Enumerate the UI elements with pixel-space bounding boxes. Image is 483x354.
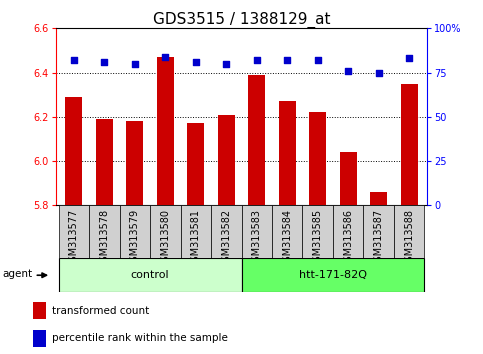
- Text: GSM313586: GSM313586: [343, 209, 353, 268]
- Bar: [33, 302, 46, 319]
- Text: GSM313585: GSM313585: [313, 209, 323, 268]
- Text: GSM313577: GSM313577: [69, 209, 79, 268]
- Text: GSM313580: GSM313580: [160, 209, 170, 268]
- Text: GSM313578: GSM313578: [99, 209, 109, 268]
- Text: GSM313584: GSM313584: [282, 209, 292, 268]
- Point: [375, 70, 383, 75]
- Point: [131, 61, 139, 67]
- Bar: [150, 205, 181, 258]
- Point: [344, 68, 352, 74]
- Bar: [96, 119, 113, 205]
- Bar: [279, 101, 296, 205]
- Bar: [333, 205, 363, 258]
- Text: agent: agent: [3, 269, 33, 279]
- Bar: [302, 205, 333, 258]
- Point: [222, 61, 230, 67]
- Text: htt-171-82Q: htt-171-82Q: [299, 270, 367, 280]
- Text: control: control: [131, 270, 170, 280]
- Bar: [211, 205, 242, 258]
- Text: GSM313588: GSM313588: [404, 209, 414, 268]
- Point: [161, 54, 169, 59]
- Title: GDS3515 / 1388129_at: GDS3515 / 1388129_at: [153, 12, 330, 28]
- Bar: [340, 152, 356, 205]
- Bar: [187, 124, 204, 205]
- Bar: [394, 205, 425, 258]
- Bar: [309, 113, 326, 205]
- Bar: [58, 258, 242, 292]
- Point: [284, 57, 291, 63]
- Bar: [248, 75, 265, 205]
- Bar: [66, 97, 82, 205]
- Bar: [157, 57, 174, 205]
- Point: [314, 57, 322, 63]
- Point: [100, 59, 108, 65]
- Bar: [242, 258, 425, 292]
- Text: GSM313581: GSM313581: [191, 209, 201, 268]
- Text: GSM313587: GSM313587: [374, 209, 384, 268]
- Text: GSM313579: GSM313579: [130, 209, 140, 268]
- Bar: [242, 205, 272, 258]
- Point: [253, 57, 261, 63]
- Bar: [127, 121, 143, 205]
- Bar: [58, 205, 89, 258]
- Bar: [33, 330, 46, 347]
- Bar: [272, 205, 302, 258]
- Text: GSM313582: GSM313582: [221, 209, 231, 268]
- Bar: [120, 205, 150, 258]
- Bar: [363, 205, 394, 258]
- Point: [70, 57, 78, 63]
- Bar: [89, 205, 120, 258]
- Bar: [370, 192, 387, 205]
- Text: percentile rank within the sample: percentile rank within the sample: [53, 333, 228, 343]
- Text: GSM313583: GSM313583: [252, 209, 262, 268]
- Bar: [218, 115, 235, 205]
- Point: [192, 59, 199, 65]
- Point: [405, 56, 413, 61]
- Bar: [181, 205, 211, 258]
- Bar: [401, 84, 417, 205]
- Text: transformed count: transformed count: [53, 306, 150, 316]
